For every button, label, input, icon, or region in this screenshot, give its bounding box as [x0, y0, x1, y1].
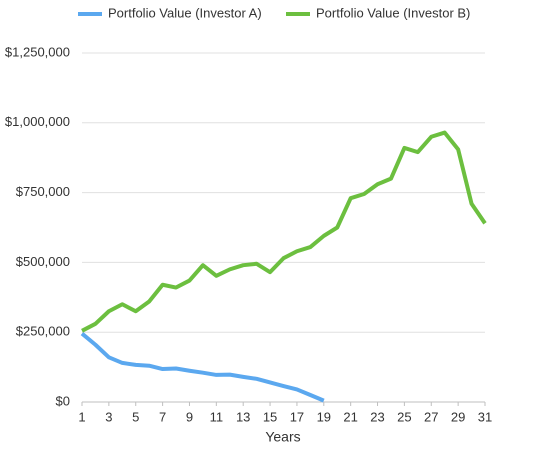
series-line — [80, 332, 325, 403]
x-tick-label: 11 — [210, 409, 224, 424]
y-tick-label: $1,250,000 — [5, 44, 70, 59]
y-tick-label: $750,000 — [16, 184, 70, 199]
y-tick-label: $500,000 — [16, 254, 70, 269]
x-tick-label: 29 — [451, 409, 465, 424]
x-tick-label: 3 — [105, 409, 112, 424]
x-tick-label: 23 — [370, 409, 384, 424]
y-tick-label: $250,000 — [16, 324, 70, 339]
x-tick-label: 27 — [424, 409, 438, 424]
x-tick-label: 1 — [78, 409, 85, 424]
x-tick-label: 17 — [290, 409, 304, 424]
x-tick-label: 19 — [317, 409, 331, 424]
x-tick-label: 25 — [397, 409, 411, 424]
y-tick-label: $0 — [56, 393, 70, 408]
series-line — [81, 130, 487, 333]
x-tick-label: 21 — [343, 409, 357, 424]
x-tick-label: 31 — [478, 409, 492, 424]
x-tick-label: 5 — [132, 409, 139, 424]
x-tick-label: 15 — [263, 409, 277, 424]
x-tick-label: 7 — [159, 409, 166, 424]
legend-label: Portfolio Value (Investor B) — [316, 5, 470, 20]
legend-label: Portfolio Value (Investor A) — [108, 5, 262, 20]
x-tick-label: 9 — [186, 409, 193, 424]
x-tick-label: 13 — [236, 409, 250, 424]
x-axis-label: Years — [265, 429, 300, 445]
y-tick-label: $1,000,000 — [5, 114, 70, 129]
